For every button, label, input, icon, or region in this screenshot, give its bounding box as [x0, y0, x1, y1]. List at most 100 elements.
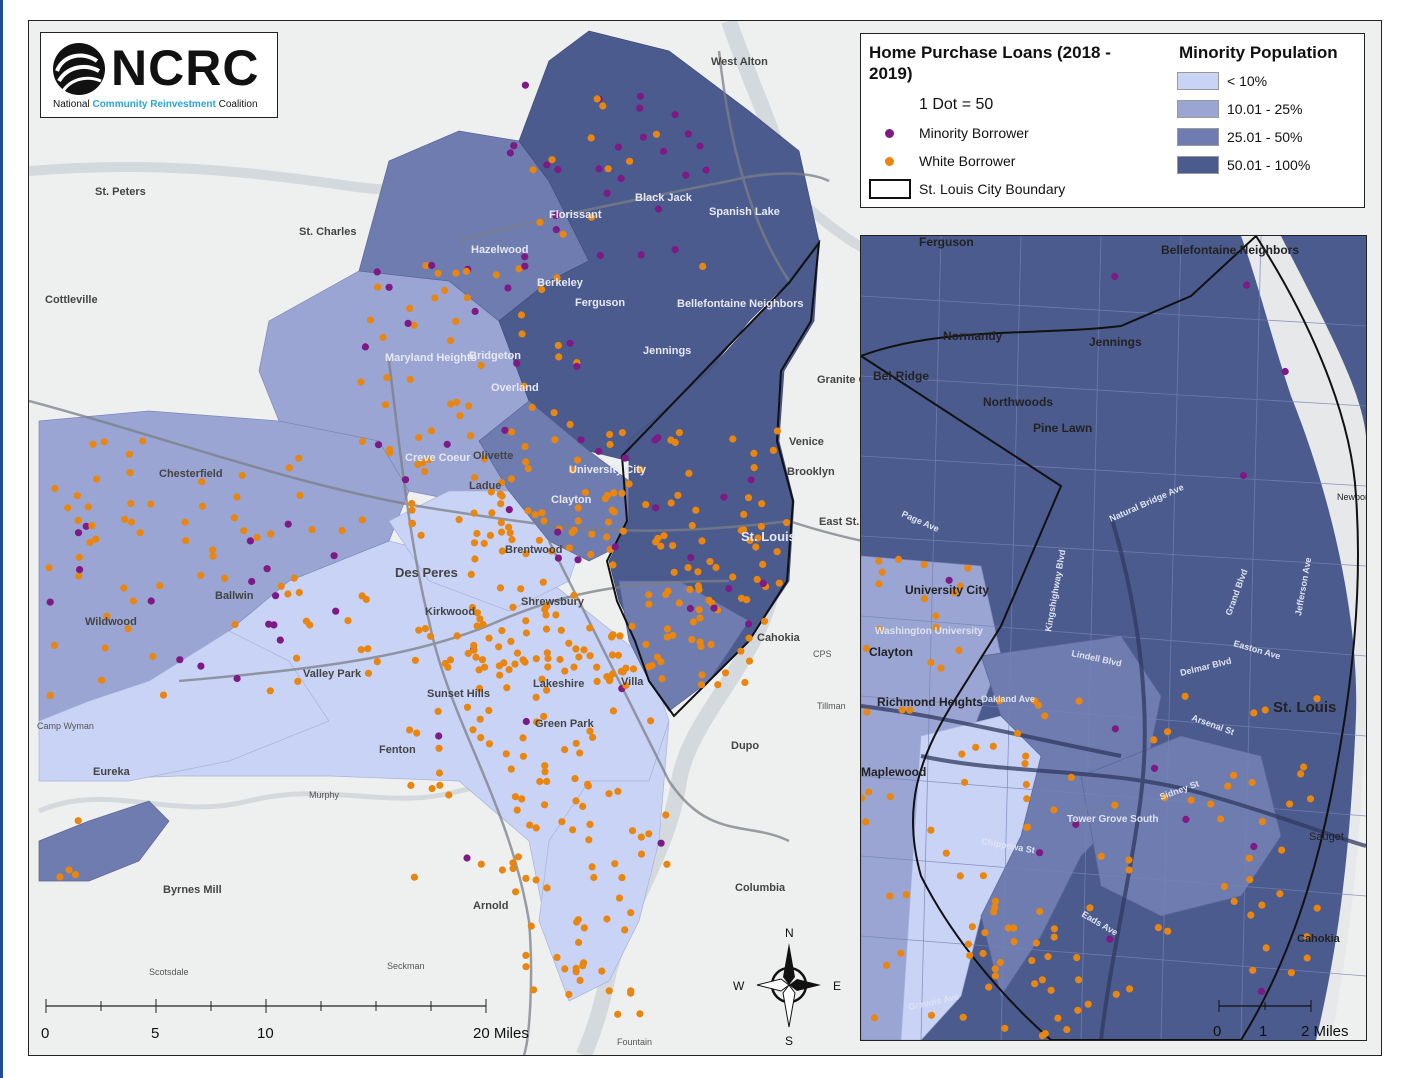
minority-loan-dot: [284, 520, 292, 528]
white-loan-dot: [536, 218, 544, 226]
white-loan-dot: [542, 611, 550, 619]
white-loan-dot: [473, 529, 481, 538]
white-loan-dot: [522, 874, 530, 883]
white-loan-dot: [51, 484, 59, 493]
white-loan-dot: [496, 490, 504, 498]
minority-loan-dot: [682, 171, 690, 179]
minority-loan-dot: [404, 319, 412, 327]
white-loan-dot: [552, 611, 560, 619]
minority-loan-dot: [720, 493, 728, 501]
white-loan-dot: [753, 575, 761, 584]
white-loan-dot: [470, 646, 478, 654]
white-loan-dot: [284, 590, 292, 598]
inset-place-labels: Ferguson Bellefontaine Neighbors Normand…: [861, 236, 1366, 945]
white-loan-dot: [1044, 953, 1052, 961]
label-kirkwood: Kirkwood: [425, 606, 475, 618]
white-loan-dot: [533, 718, 541, 726]
white-loan-dot: [511, 660, 519, 668]
white-loan-dot: [576, 976, 584, 985]
white-loan-dot: [575, 653, 583, 661]
inset-label-ferguson: Ferguson: [919, 236, 974, 249]
label-cahokia: Cahokia: [757, 632, 801, 644]
white-loan-dot: [645, 591, 653, 599]
minority-loan-dot: [945, 576, 953, 584]
white-loan-dot: [197, 571, 205, 579]
label-dupo: Dupo: [731, 740, 759, 752]
white-loan-dot: [628, 827, 637, 835]
white-loan-dot: [662, 811, 670, 819]
white-loan-dot: [609, 670, 617, 678]
white-loan-dot: [1054, 1014, 1062, 1022]
white-loan-dot: [694, 568, 702, 576]
legend-minority-dot-icon: [885, 129, 894, 138]
white-loan-dot: [541, 768, 549, 776]
minority-loan-dot: [74, 529, 83, 537]
label-overland: Overland: [491, 382, 539, 394]
white-loan-dot: [65, 866, 73, 874]
label-florissant: Florissant: [549, 209, 602, 221]
white-loan-dot: [1023, 823, 1032, 831]
white-loan-dot: [569, 826, 577, 834]
minority-loan-dot: [276, 636, 284, 644]
white-loan-dot: [695, 606, 703, 614]
white-loan-dot: [462, 267, 470, 275]
white-loan-dot: [636, 1010, 644, 1018]
white-loan-dot: [476, 715, 484, 723]
inset-scale-tick-0: 0: [1213, 1023, 1221, 1040]
white-loan-dot: [1224, 782, 1232, 790]
white-loan-dot: [230, 514, 238, 522]
inset-map-canvas: Ferguson Bellefontaine Neighbors Normand…: [861, 236, 1366, 1040]
label-lakeshire: Lakeshire: [533, 678, 584, 690]
minority-loan-dot: [521, 262, 529, 270]
label-des-peres: Des Peres: [395, 565, 458, 580]
white-loan-dot: [611, 860, 619, 868]
minority-loan-dot: [747, 476, 755, 484]
white-loan-dot: [540, 712, 548, 721]
white-loan-dot: [658, 675, 666, 683]
white-loan-dot: [541, 762, 549, 770]
white-loan-dot: [610, 489, 618, 497]
white-loan-dot: [406, 375, 414, 383]
white-loan-dot: [198, 478, 206, 486]
white-loan-dot: [618, 429, 627, 437]
white-loan-dot: [610, 508, 618, 516]
white-loan-dot: [628, 622, 636, 630]
white-loan-dot: [308, 526, 316, 534]
white-loan-dot: [408, 506, 416, 514]
main-minor-labels: Murphy Camp Wyman Tillman Seckman Scotsd…: [37, 649, 846, 1047]
label-maryland-heights: Maryland Heights: [385, 352, 477, 364]
white-loan-dot: [407, 781, 415, 790]
white-loan-dot: [870, 1014, 878, 1022]
white-loan-dot: [574, 517, 582, 525]
white-loan-dot: [181, 518, 189, 526]
white-loan-dot: [645, 663, 653, 671]
legend-minority-label: Minority Borrower: [919, 125, 1029, 141]
white-loan-dot: [745, 634, 753, 642]
white-loan-dot: [139, 437, 147, 445]
minority-loan-dot: [443, 440, 451, 448]
minority-loan-dot: [617, 174, 625, 183]
white-loan-dot: [694, 582, 703, 590]
inset-label-bel-ridge: Bel-Ridge: [873, 369, 929, 383]
white-loan-dot: [290, 574, 298, 582]
white-loan-dot: [761, 617, 769, 625]
white-loan-dot: [413, 729, 421, 737]
white-loan-dot: [608, 633, 616, 641]
white-loan-dot: [981, 929, 989, 937]
white-loan-dot: [637, 833, 645, 841]
white-loan-dot: [684, 564, 692, 572]
white-loan-dot: [536, 777, 544, 786]
ncrc-logo: NCRC National Community Reinvestment Coa…: [40, 32, 278, 118]
white-loan-dot: [446, 656, 455, 664]
white-loan-dot: [920, 561, 928, 569]
white-loan-dot: [1023, 795, 1031, 803]
white-loan-dot: [498, 528, 506, 536]
white-loan-dot: [149, 652, 157, 661]
minority-loan-dot: [686, 604, 695, 613]
legend-class-swatch-3: [1177, 128, 1219, 146]
white-loan-dot: [1207, 800, 1215, 808]
white-loan-dot: [293, 654, 301, 662]
white-loan-dot: [522, 550, 530, 558]
white-loan-dot: [441, 286, 449, 294]
white-loan-dot: [358, 592, 366, 600]
